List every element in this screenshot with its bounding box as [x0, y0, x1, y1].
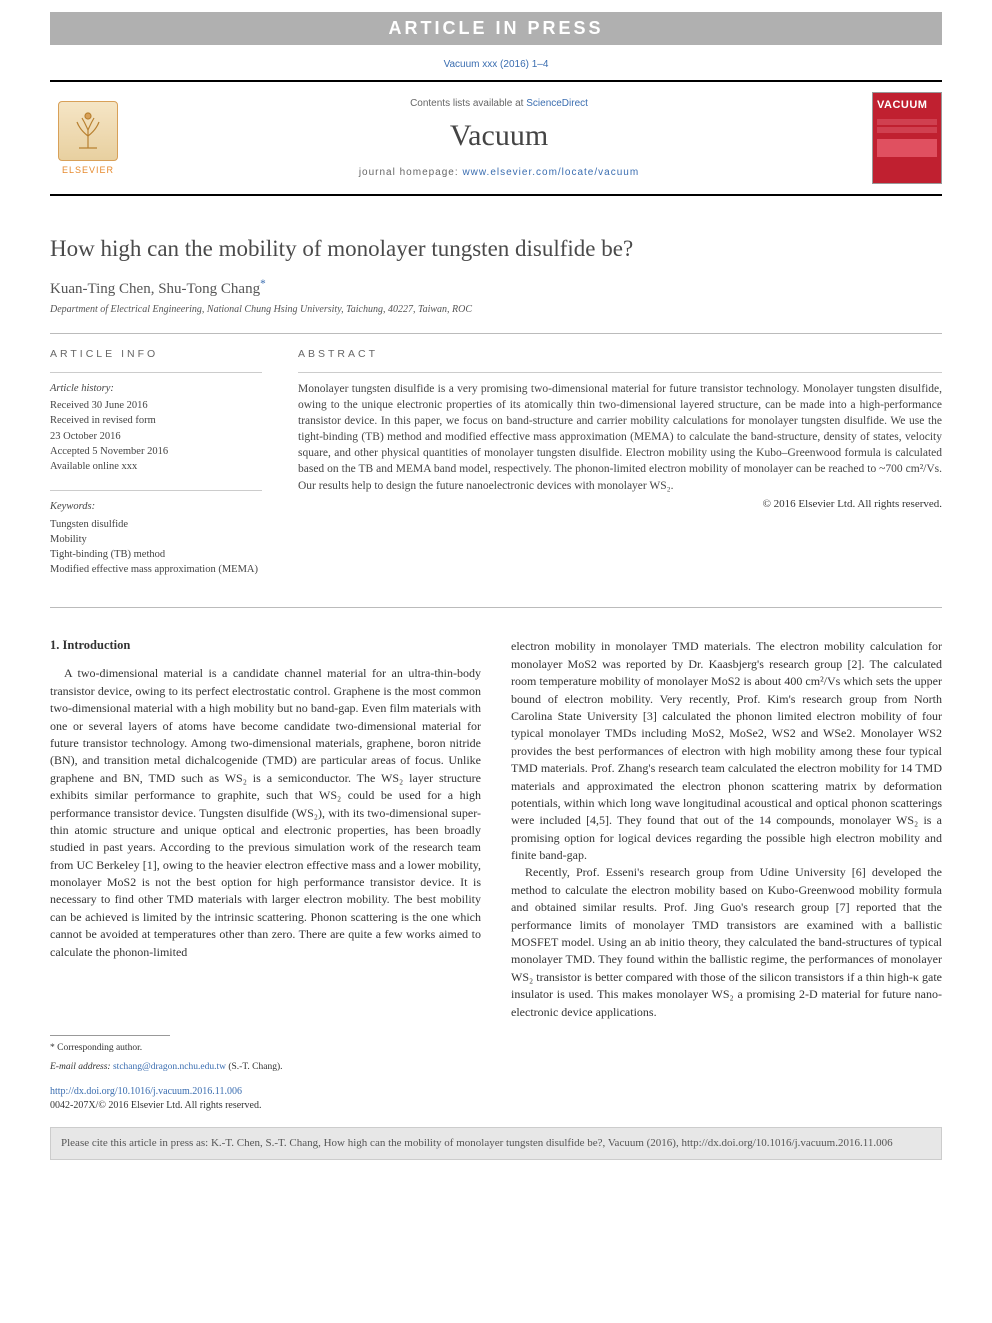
- section-1-heading: 1. Introduction: [50, 638, 481, 653]
- abstract-column: ABSTRACT Monolayer tungsten disulfide is…: [298, 348, 942, 593]
- journal-homepage-line: journal homepage: www.elsevier.com/locat…: [140, 167, 858, 178]
- info-abstract-row: ARTICLE INFO Article history: Received 3…: [50, 334, 942, 607]
- history-line: Accepted 5 November 2016: [50, 444, 262, 459]
- corresponding-author-note: * Corresponding author.: [50, 1042, 942, 1055]
- keyword: Tungsten disulfide: [50, 517, 262, 532]
- issn-copyright: 0042-207X/© 2016 Elsevier Ltd. All right…: [50, 1099, 942, 1113]
- sciencedirect-link[interactable]: ScienceDirect: [526, 98, 588, 109]
- keywords-label: Keywords:: [50, 499, 262, 514]
- history-line: Received in revised form: [50, 413, 262, 428]
- journal-header: ELSEVIER Contents lists available at Sci…: [50, 80, 942, 196]
- footnote-separator: [50, 1035, 170, 1036]
- keyword: Tight-binding (TB) method: [50, 547, 262, 562]
- contents-available-line: Contents lists available at ScienceDirec…: [140, 98, 858, 109]
- article-in-press-banner: ARTICLE IN PRESS: [50, 12, 942, 45]
- doi-link[interactable]: http://dx.doi.org/10.1016/j.vacuum.2016.…: [50, 1085, 942, 1099]
- elsevier-logo[interactable]: ELSEVIER: [50, 94, 126, 182]
- article-info-column: ARTICLE INFO Article history: Received 3…: [50, 348, 262, 593]
- elsevier-tree-icon: [58, 101, 118, 161]
- journal-cover-thumbnail[interactable]: VACUUM: [872, 92, 942, 184]
- authors-line: Kuan-Ting Chen, Shu-Tong Chang*: [50, 278, 942, 298]
- corresponding-marker[interactable]: *: [260, 278, 266, 290]
- body-para: Recently, Prof. Esseni's research group …: [511, 864, 942, 1021]
- history-line: Received 30 June 2016: [50, 398, 262, 413]
- email-link[interactable]: stchang@dragon.nchu.edu.tw: [113, 1062, 226, 1072]
- keyword: Modified effective mass approximation (M…: [50, 562, 262, 577]
- contents-pre: Contents lists available at: [410, 98, 526, 109]
- abstract-copyright: © 2016 Elsevier Ltd. All rights reserved…: [298, 498, 942, 510]
- body-para: electron mobility in monolayer TMD mater…: [511, 638, 942, 864]
- homepage-link[interactable]: www.elsevier.com/locate/vacuum: [462, 167, 639, 178]
- elsevier-label: ELSEVIER: [62, 165, 114, 175]
- email-label: E-mail address:: [50, 1062, 113, 1072]
- please-cite-box: Please cite this article in press as: K.…: [50, 1127, 942, 1160]
- top-citation: Vacuum xxx (2016) 1–4: [0, 45, 992, 80]
- history-label: Article history:: [50, 381, 262, 396]
- abstract-heading: ABSTRACT: [298, 348, 942, 360]
- body-para: A two-dimensional material is a candidat…: [50, 665, 481, 961]
- email-line: E-mail address: stchang@dragon.nchu.edu.…: [50, 1061, 942, 1074]
- affiliation: Department of Electrical Engineering, Na…: [50, 304, 942, 315]
- article-history-block: Article history: Received 30 June 2016 R…: [50, 381, 262, 474]
- doi-block: http://dx.doi.org/10.1016/j.vacuum.2016.…: [50, 1085, 942, 1113]
- homepage-pre: journal homepage:: [359, 167, 463, 178]
- authors-text: Kuan-Ting Chen, Shu-Tong Chang: [50, 281, 260, 297]
- body-two-columns: 1. Introduction A two-dimensional materi…: [50, 638, 942, 1021]
- abstract-text: Monolayer tungsten disulfide is a very p…: [298, 381, 942, 494]
- history-line: 23 October 2016: [50, 429, 262, 444]
- history-line: Available online xxx: [50, 459, 262, 474]
- divider-bottom: [50, 607, 942, 608]
- body-col-left: 1. Introduction A two-dimensional materi…: [50, 638, 481, 1021]
- article-info-heading: ARTICLE INFO: [50, 348, 262, 360]
- email-suffix: (S.-T. Chang).: [226, 1062, 283, 1072]
- journal-name: Vacuum: [140, 119, 858, 153]
- cover-title: VACUUM: [877, 99, 937, 111]
- header-center: Contents lists available at ScienceDirec…: [140, 98, 858, 178]
- article-title: How high can the mobility of monolayer t…: [50, 236, 942, 262]
- keyword: Mobility: [50, 532, 262, 547]
- body-col-right: electron mobility in monolayer TMD mater…: [511, 638, 942, 1021]
- keywords-block: Keywords: Tungsten disulfide Mobility Ti…: [50, 499, 262, 577]
